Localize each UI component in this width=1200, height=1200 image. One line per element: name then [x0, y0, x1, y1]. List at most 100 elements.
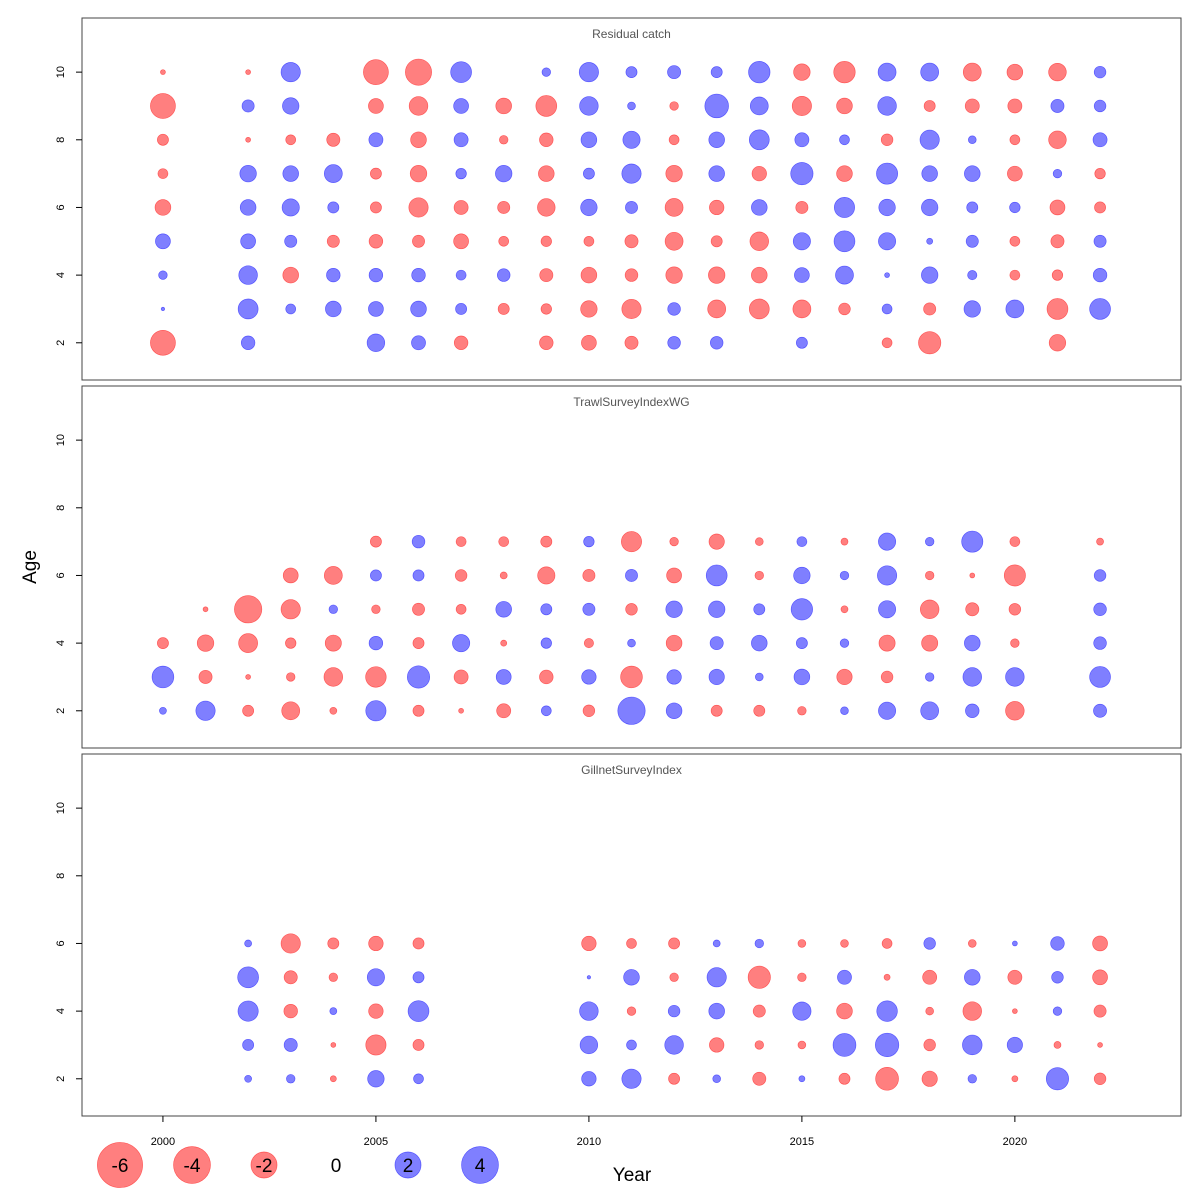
- panel-title: TrawlSurveyIndexWG: [573, 395, 689, 409]
- bubble: [1008, 603, 1022, 616]
- bubble: [878, 198, 896, 217]
- bubble: [790, 162, 814, 186]
- bubble: [793, 668, 811, 686]
- bubble: [327, 937, 340, 950]
- bubble: [1092, 132, 1108, 148]
- bubble: [368, 935, 384, 952]
- bubble: [154, 199, 172, 216]
- bubble: [413, 1073, 424, 1085]
- bubble: [454, 569, 468, 582]
- bubble: [455, 603, 467, 615]
- bubble: [581, 935, 597, 952]
- bubble: [664, 231, 684, 251]
- bubble: [150, 329, 176, 356]
- bubble: [1093, 636, 1107, 650]
- bubble: [926, 237, 934, 245]
- bubble: [412, 602, 425, 616]
- x-tick-label: 2010: [577, 1136, 601, 1148]
- bubble: [792, 1001, 812, 1021]
- bubble: [617, 696, 646, 725]
- bubble: [664, 1035, 684, 1055]
- bubble: [1009, 134, 1021, 146]
- bubble: [621, 531, 642, 553]
- y-tick-label: 8: [55, 873, 67, 879]
- bubble: [626, 938, 637, 949]
- bubble: [1012, 1008, 1018, 1014]
- bubble: [412, 704, 425, 717]
- bubble: [669, 536, 679, 547]
- bubble: [1007, 165, 1023, 182]
- bubble: [411, 267, 426, 283]
- bubble: [967, 270, 978, 281]
- x-tick-label: 2005: [364, 1136, 388, 1148]
- bubble: [450, 61, 472, 83]
- bubble: [1007, 98, 1023, 114]
- bubble: [708, 266, 726, 284]
- y-tick-label: 4: [55, 640, 67, 646]
- x-tick-label: 2015: [790, 1136, 814, 1148]
- bubble: [282, 97, 300, 115]
- y-tick-label: 2: [55, 340, 67, 346]
- bubble: [963, 300, 981, 318]
- bubble: [155, 233, 171, 250]
- bubble: [1093, 569, 1107, 582]
- bubble: [875, 1032, 900, 1057]
- bubble: [370, 201, 382, 214]
- bubble: [705, 564, 728, 587]
- bubble: [627, 101, 636, 111]
- bubble: [878, 600, 897, 619]
- bubble: [707, 299, 727, 319]
- bubble: [751, 634, 768, 652]
- bubble: [624, 268, 639, 282]
- bubble: [366, 968, 385, 987]
- legend-label: 2: [403, 1156, 414, 1177]
- bubble: [1010, 638, 1020, 648]
- bubble: [836, 165, 853, 182]
- bubble: [753, 603, 766, 616]
- y-tick-label: 10: [55, 66, 67, 78]
- bubble: [158, 270, 168, 280]
- legend-label: -2: [256, 1156, 273, 1177]
- bubble: [580, 300, 598, 318]
- bubble: [160, 69, 166, 75]
- bubble: [962, 62, 982, 82]
- bubble: [748, 61, 771, 84]
- bubble: [1089, 666, 1111, 688]
- bubble: [323, 667, 343, 687]
- bubble: [919, 129, 940, 150]
- bubble: [157, 168, 169, 179]
- bubble: [1052, 168, 1063, 179]
- bubble: [238, 265, 258, 285]
- bubble: [620, 665, 643, 689]
- bubble: [964, 634, 981, 652]
- bubble: [240, 233, 256, 250]
- bubble: [245, 136, 251, 143]
- bubble: [1051, 269, 1064, 281]
- bubble: [884, 272, 890, 278]
- bubble: [748, 298, 770, 320]
- bubble: [1009, 201, 1021, 214]
- bubble: [790, 598, 813, 621]
- bubble: [325, 300, 342, 318]
- y-tick-label: 2: [55, 708, 67, 714]
- bubble: [964, 98, 980, 114]
- bubble: [625, 66, 638, 79]
- bubble: [708, 600, 726, 618]
- legend-bubble: [394, 1151, 422, 1179]
- bubble: [665, 702, 683, 720]
- bubble: [368, 267, 384, 283]
- bubble: [538, 165, 555, 182]
- bubble: [1053, 1041, 1062, 1049]
- bubble: [495, 601, 512, 618]
- legend-bubble: [461, 1146, 499, 1184]
- bubble: [877, 565, 898, 586]
- bubble: [583, 638, 594, 649]
- bubble: [665, 266, 683, 284]
- bubble: [710, 336, 724, 350]
- bubble: [242, 704, 255, 717]
- bubble: [923, 302, 937, 316]
- bubble: [747, 965, 771, 989]
- bubble: [280, 62, 301, 83]
- bubble: [452, 634, 471, 653]
- bubble: [326, 132, 341, 147]
